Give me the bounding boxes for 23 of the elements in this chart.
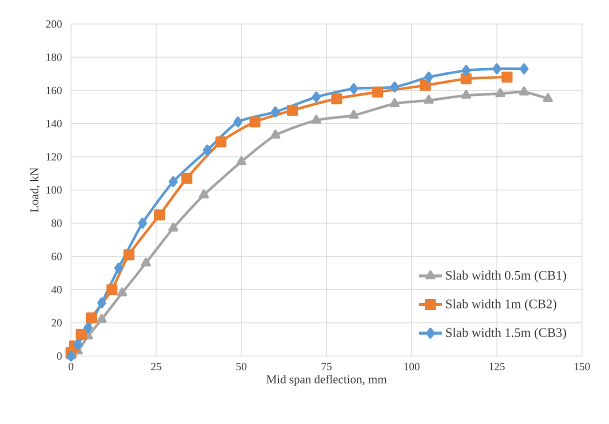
x-axis-title: Mid span deflection, mm bbox=[266, 374, 387, 386]
y-axis-title: Load, kN bbox=[30, 168, 40, 212]
x-tick-label: 125 bbox=[490, 362, 505, 370]
x-tick-label: 25 bbox=[151, 362, 162, 370]
legend-label: Slab width 0.5m (CB1) bbox=[446, 270, 566, 282]
y-tick-label: 180 bbox=[46, 53, 62, 61]
x-tick-label: 100 bbox=[404, 362, 420, 370]
y-tick-label: 80 bbox=[52, 219, 62, 227]
y-tick-label: 120 bbox=[46, 153, 62, 161]
legend-label: Slab width 1.5m (CB3) bbox=[446, 328, 566, 340]
y-tick-label: 160 bbox=[46, 86, 62, 94]
x-tick-label: 0 bbox=[68, 362, 74, 370]
y-tick-label: 0 bbox=[57, 352, 62, 360]
x-tick-label: 150 bbox=[574, 362, 590, 370]
y-tick-label: 100 bbox=[46, 186, 62, 194]
y-tick-label: 20 bbox=[52, 319, 62, 327]
y-tick-label: 200 bbox=[46, 20, 62, 28]
y-tick-label: 60 bbox=[52, 252, 62, 260]
x-tick-label: 75 bbox=[322, 362, 332, 370]
y-tick-label: 140 bbox=[46, 120, 62, 128]
legend-label: Slab width 1m (CB2) bbox=[446, 299, 556, 311]
y-tick-label: 40 bbox=[51, 286, 62, 294]
x-tick-label: 50 bbox=[236, 362, 246, 370]
